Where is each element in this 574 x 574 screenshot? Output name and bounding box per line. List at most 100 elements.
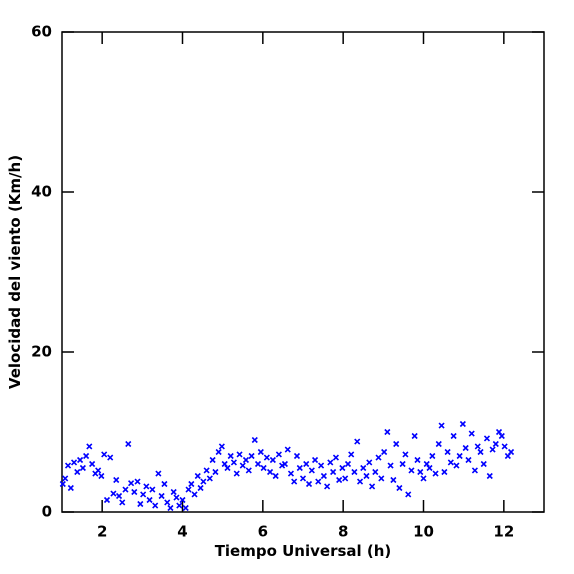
point bbox=[152, 502, 159, 509]
point bbox=[384, 428, 391, 436]
point bbox=[483, 435, 491, 442]
point bbox=[137, 500, 144, 508]
point bbox=[119, 499, 126, 506]
point bbox=[101, 451, 108, 458]
point bbox=[360, 464, 367, 472]
point bbox=[248, 452, 255, 460]
point bbox=[498, 432, 505, 440]
point bbox=[339, 464, 346, 472]
point bbox=[86, 443, 93, 450]
point bbox=[146, 496, 153, 504]
point bbox=[375, 454, 382, 461]
point bbox=[140, 491, 147, 498]
point bbox=[390, 476, 397, 484]
point bbox=[480, 460, 487, 468]
plot-frame bbox=[61, 31, 545, 513]
x-axis-label: Tiempo Universal (h) bbox=[215, 542, 392, 560]
y-tick-label: 40 bbox=[31, 183, 52, 201]
point bbox=[179, 496, 186, 504]
point bbox=[272, 472, 279, 480]
point bbox=[420, 475, 427, 482]
point bbox=[239, 462, 246, 469]
point bbox=[342, 475, 349, 482]
point bbox=[263, 454, 270, 461]
point bbox=[303, 460, 310, 468]
point bbox=[459, 420, 466, 428]
point bbox=[372, 468, 379, 476]
point bbox=[221, 460, 228, 468]
point bbox=[393, 440, 400, 448]
point bbox=[305, 480, 313, 488]
point bbox=[308, 467, 315, 474]
point bbox=[113, 476, 120, 484]
x-tick-label: 6 bbox=[258, 523, 268, 541]
point bbox=[125, 440, 132, 448]
point bbox=[236, 451, 243, 458]
point bbox=[245, 467, 252, 474]
y-tick-label: 0 bbox=[42, 503, 52, 521]
y-tick-label: 60 bbox=[31, 23, 52, 41]
point bbox=[356, 478, 364, 485]
point bbox=[432, 470, 439, 477]
point bbox=[324, 483, 331, 490]
x-tick-label: 4 bbox=[177, 523, 187, 541]
point bbox=[176, 502, 183, 509]
point bbox=[110, 490, 117, 497]
point bbox=[143, 483, 150, 490]
point bbox=[128, 480, 135, 487]
point bbox=[182, 504, 189, 512]
point bbox=[426, 464, 433, 472]
point bbox=[318, 462, 325, 469]
point bbox=[405, 491, 412, 498]
point bbox=[408, 467, 415, 474]
point bbox=[167, 504, 174, 512]
point bbox=[363, 472, 370, 480]
point bbox=[330, 468, 337, 476]
point bbox=[348, 451, 355, 458]
point bbox=[450, 432, 457, 440]
point bbox=[468, 430, 475, 437]
point bbox=[115, 492, 123, 500]
point bbox=[230, 459, 237, 466]
point bbox=[351, 468, 358, 476]
x-tick-label: 8 bbox=[338, 523, 348, 541]
point bbox=[218, 443, 225, 450]
point bbox=[296, 464, 303, 472]
point bbox=[320, 472, 327, 480]
point bbox=[79, 464, 86, 472]
point bbox=[67, 484, 74, 492]
point bbox=[191, 491, 198, 498]
point bbox=[344, 460, 352, 468]
point bbox=[402, 451, 409, 458]
point bbox=[293, 452, 301, 460]
point bbox=[59, 480, 66, 488]
point bbox=[260, 464, 267, 472]
point bbox=[315, 478, 322, 485]
point bbox=[492, 440, 499, 448]
point bbox=[185, 486, 192, 493]
point bbox=[188, 480, 195, 488]
point bbox=[122, 486, 129, 493]
point bbox=[83, 452, 90, 460]
point bbox=[70, 459, 78, 466]
point bbox=[396, 484, 403, 492]
point bbox=[134, 478, 141, 485]
point bbox=[203, 467, 210, 474]
point bbox=[200, 478, 207, 485]
point bbox=[471, 467, 478, 474]
point bbox=[311, 456, 319, 464]
point bbox=[194, 472, 201, 480]
point bbox=[254, 460, 262, 468]
point bbox=[435, 440, 442, 448]
point bbox=[233, 470, 240, 477]
point bbox=[215, 448, 222, 456]
y-tick-label: 20 bbox=[31, 343, 52, 361]
x-tick-label: 12 bbox=[493, 523, 514, 541]
y-axis-label: Velocidad del viento (Km/h) bbox=[6, 155, 24, 389]
point bbox=[456, 452, 463, 460]
point bbox=[441, 468, 448, 476]
point bbox=[291, 478, 298, 485]
point bbox=[281, 460, 288, 468]
point bbox=[354, 438, 361, 445]
